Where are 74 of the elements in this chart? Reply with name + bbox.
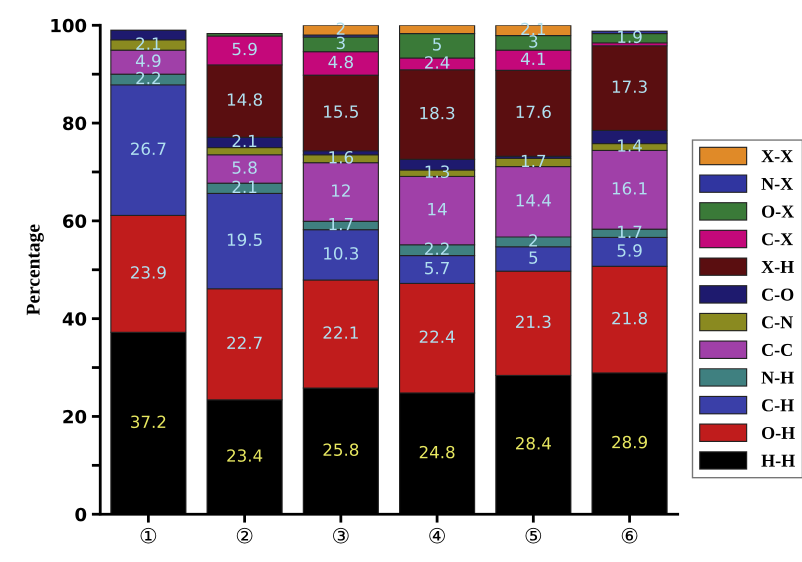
data-label: 1.9 — [618, 30, 642, 44]
data-label: 23.4 — [227, 449, 262, 462]
legend-label: X-X — [761, 150, 793, 162]
data-label: 28.4 — [516, 437, 551, 450]
data-label: 4.1 — [520, 52, 546, 65]
data-label: 10.3 — [324, 247, 358, 260]
data-label: 2.1 — [521, 22, 546, 36]
y-tick-label: 0 — [75, 508, 86, 522]
legend-label: C-H — [762, 399, 794, 412]
legend-label: H-H — [761, 454, 795, 467]
legend-label: O-H — [762, 426, 795, 440]
x-tick-label: ④ — [429, 528, 445, 544]
data-label: 5.9 — [232, 42, 257, 56]
data-label: 15.5 — [324, 106, 358, 118]
data-label: 2 — [336, 22, 344, 35]
data-label: 2.2 — [136, 72, 160, 84]
data-label: 14.8 — [228, 93, 262, 106]
data-label: 22.7 — [227, 336, 262, 349]
x-tick-label: ③ — [333, 528, 349, 544]
data-label: 26.7 — [131, 142, 166, 156]
data-label: 19.5 — [228, 233, 262, 246]
data-label: 23.9 — [131, 266, 166, 279]
data-label: 25.8 — [324, 443, 358, 456]
data-label: 24.8 — [420, 446, 455, 458]
data-label: 1.3 — [426, 165, 450, 178]
data-label: 22.1 — [324, 326, 358, 339]
data-label: 21.8 — [612, 312, 647, 324]
y-tick-label: 80 — [63, 116, 86, 130]
data-label: 14 — [428, 203, 447, 216]
data-label: 5 — [433, 38, 441, 51]
data-label: 16.1 — [612, 182, 647, 195]
data-label: 5.7 — [425, 262, 449, 274]
legend-label: X-H — [761, 261, 794, 273]
data-label: 4.9 — [136, 54, 160, 68]
legend-label: N-H — [761, 372, 794, 384]
data-label: 2 — [529, 234, 537, 246]
data-label: 12 — [332, 184, 350, 197]
data-label: 17.3 — [612, 80, 647, 93]
data-label: 28.9 — [612, 436, 647, 448]
data-label: 21.3 — [516, 316, 551, 328]
data-label: 4.8 — [328, 56, 353, 68]
data-label: 18.3 — [420, 106, 454, 120]
legend-label: C-N — [762, 316, 793, 328]
x-tick-label: ⑤ — [526, 528, 542, 544]
data-label: 3 — [529, 35, 538, 48]
data-label: 1.4 — [618, 139, 642, 152]
data-label: 2.2 — [425, 242, 449, 255]
data-label: 2.4 — [425, 56, 450, 69]
data-label: 1.6 — [329, 151, 354, 164]
data-label: 2.1 — [232, 134, 256, 147]
data-label: 14.4 — [516, 194, 551, 206]
legend-label: N-X — [761, 178, 793, 190]
data-label: 37.2 — [131, 416, 166, 428]
data-label: 22.4 — [420, 330, 455, 343]
legend-label: O-X — [762, 206, 794, 218]
x-tick-label: ⑥ — [622, 528, 638, 544]
y-axis-title: Percentage — [26, 224, 44, 316]
data-label: 17.6 — [516, 106, 551, 118]
y-tick-label: 60 — [63, 214, 86, 228]
data-label: 3 — [336, 36, 345, 50]
data-label: 1.7 — [522, 154, 546, 168]
y-tick-label: 100 — [51, 18, 86, 32]
data-label: 5 — [529, 251, 538, 264]
x-tick-label: ② — [236, 528, 252, 544]
x-tick-label: ① — [140, 528, 156, 544]
data-label: 2.1 — [136, 37, 160, 50]
data-label: 5.9 — [618, 244, 642, 257]
legend-label: C-C — [762, 344, 792, 356]
legend-label: C-O — [762, 288, 794, 301]
data-label: 2.1 — [232, 180, 256, 193]
y-tick-label: 40 — [62, 312, 86, 326]
y-tick-label: 20 — [63, 410, 86, 424]
data-label: 5.8 — [232, 161, 257, 174]
legend-label: C-X — [762, 233, 793, 246]
